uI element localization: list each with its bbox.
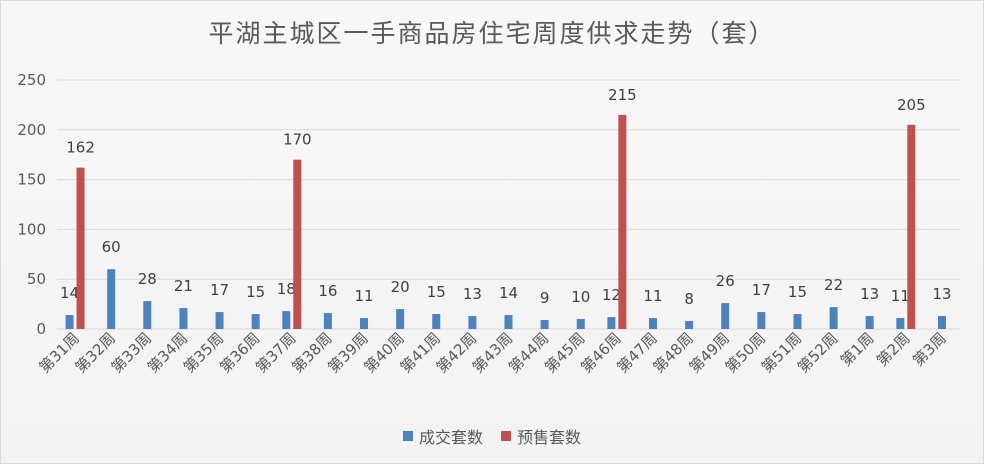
- bar-deals: [360, 318, 369, 329]
- bar-deals: [396, 309, 405, 329]
- bar-deals: [143, 301, 152, 329]
- data-label-deals: 22: [824, 276, 843, 294]
- legend-item-deals: 成交套数: [402, 424, 483, 448]
- bar-presale: [293, 159, 302, 329]
- bar-deals: [107, 269, 116, 329]
- bar-presale: [618, 114, 627, 329]
- x-tick-label: 第52周: [794, 329, 841, 376]
- data-label-deals: 16: [318, 282, 337, 300]
- bar-deals: [865, 316, 874, 329]
- bar-deals: [468, 316, 477, 329]
- data-label-deals: 13: [463, 285, 482, 303]
- data-label-deals: 11: [643, 287, 662, 305]
- data-label-presale: 162: [66, 139, 95, 157]
- x-tick-label: 第50周: [722, 329, 769, 376]
- bar-deals: [648, 318, 657, 329]
- legend: 成交套数 预售套数: [0, 424, 984, 448]
- data-label-deals: 17: [752, 281, 771, 299]
- legend-swatch-deals: [402, 431, 413, 441]
- data-label-deals: 8: [684, 290, 694, 308]
- data-label-deals: 15: [246, 283, 265, 301]
- bar-presale: [76, 167, 85, 329]
- data-label-presale: 205: [897, 96, 926, 114]
- x-tick-label: 第37周: [252, 329, 299, 376]
- data-label-presale: 170: [283, 131, 312, 149]
- x-tick-label: 第48周: [649, 329, 696, 376]
- data-label-deals: 11: [354, 287, 373, 305]
- data-label-presale: 215: [608, 86, 637, 104]
- data-label-deals: 13: [860, 285, 879, 303]
- y-tick-label: 0: [36, 320, 46, 338]
- bar-deals: [540, 320, 549, 329]
- chart-title: 平湖主城区一手商品房住宅周度供求走势（套）: [208, 19, 776, 48]
- data-label-deals: 18: [277, 280, 296, 298]
- bar-deals: [432, 314, 441, 329]
- x-tick-label: 第35周: [180, 329, 227, 376]
- data-label-deals: 13: [932, 285, 951, 303]
- x-tick-label: 第41周: [397, 329, 444, 376]
- bar-deals: [721, 303, 730, 329]
- y-tick-label: 150: [17, 171, 46, 189]
- data-label-deals: 26: [716, 272, 735, 290]
- bar-presale: [907, 124, 916, 329]
- x-tick-label: 第32周: [72, 329, 119, 376]
- data-label-deals: 14: [60, 284, 79, 302]
- bar-deals: [179, 308, 188, 329]
- data-label-deals: 12: [602, 286, 621, 304]
- data-label-deals: 20: [391, 278, 410, 296]
- bar-deals: [685, 321, 694, 329]
- x-tick-label: 第2周: [873, 329, 914, 370]
- x-tick-label: 第38周: [288, 329, 335, 376]
- data-label-deals: 14: [499, 284, 518, 302]
- data-label-deals: 28: [138, 270, 157, 288]
- data-label-deals: 15: [427, 283, 446, 301]
- legend-label-deals: 成交套数: [418, 428, 483, 447]
- bar-deals: [251, 314, 260, 329]
- bar-deals: [937, 316, 946, 329]
- bar-deals: [215, 312, 224, 329]
- bar-deals: [323, 313, 332, 329]
- x-tick-label: 第51周: [758, 329, 805, 376]
- legend-label-presale: 预售套数: [517, 428, 582, 447]
- legend-swatch-presale: [501, 431, 511, 441]
- legend-item-presale: 预售套数: [501, 424, 581, 448]
- x-tick-label: 第1周: [837, 329, 878, 370]
- x-tick-label: 第42周: [433, 329, 480, 376]
- bar-deals: [896, 318, 905, 329]
- x-tick-label: 第45周: [541, 329, 588, 376]
- bar-deals: [829, 307, 838, 329]
- data-label-deals: 60: [102, 238, 121, 256]
- data-label-deals: 21: [174, 277, 193, 295]
- y-tick-label: 50: [27, 270, 46, 288]
- y-tick-label: 200: [17, 121, 46, 139]
- bar-deals: [757, 312, 766, 329]
- data-label-deals: 17: [210, 281, 229, 299]
- bar-deals: [793, 314, 802, 329]
- y-tick-label: 100: [17, 220, 46, 238]
- data-label-deals: 9: [540, 289, 550, 307]
- bar-deals: [282, 311, 291, 329]
- bar-deals: [607, 317, 616, 329]
- x-tick-label: 第3周: [909, 329, 950, 370]
- x-tick-label: 第44周: [505, 329, 552, 376]
- bar-deals: [65, 315, 74, 329]
- x-tick-label: 第47周: [613, 329, 660, 376]
- data-label-deals: 15: [788, 283, 807, 301]
- data-label-deals: 10: [571, 288, 590, 306]
- y-tick-label: 250: [17, 71, 46, 89]
- bar-deals: [504, 315, 513, 329]
- data-label-deals: 11: [891, 287, 910, 305]
- x-tick-label: 第34周: [144, 329, 191, 376]
- bar-deals: [576, 319, 585, 329]
